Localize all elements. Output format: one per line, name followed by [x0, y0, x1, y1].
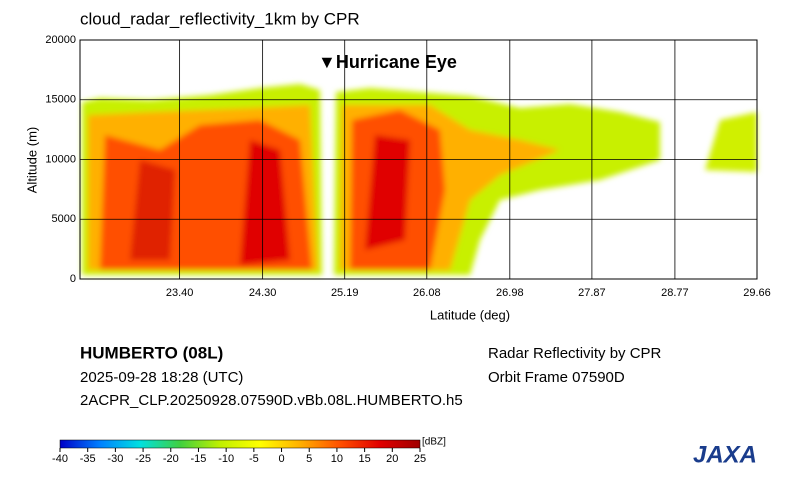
orbit: Orbit Frame 07590D — [488, 369, 625, 386]
colorbar-tick-label: 15 — [358, 453, 370, 465]
colorbar-label: [dBZ] — [422, 437, 446, 448]
product: Radar Reflectivity by CPR — [488, 345, 662, 362]
colorbar-tick-label: 0 — [278, 453, 284, 465]
storm-name: HUMBERTO (08L) — [80, 343, 223, 362]
colorbar-tick-label: -25 — [135, 453, 151, 465]
colorbar-tick-label: -5 — [249, 453, 259, 465]
colorbar-tick-label: -10 — [218, 453, 234, 465]
x-tick-label: 28.77 — [661, 287, 689, 299]
colorbar-tick-label: -15 — [191, 453, 207, 465]
logo: JAXA — [693, 441, 757, 468]
chart-title: cloud_radar_reflectivity_1km by CPR — [80, 9, 360, 28]
colorbar-tick-label: -30 — [107, 453, 123, 465]
x-axis-label: Latitude (deg) — [430, 307, 510, 322]
file-name: 2ACPR_CLP.20250928.07590D.vBb.08L.HUMBER… — [80, 392, 463, 409]
x-tick-label: 26.98 — [496, 287, 524, 299]
colorbar-tick-label: -35 — [80, 453, 96, 465]
x-tick-label: 25.19 — [331, 287, 359, 299]
time: 2025-09-28 18:28 (UTC) — [80, 369, 243, 386]
colorbar-tick-label: 5 — [306, 453, 312, 465]
colorbar-tick-label: 10 — [331, 453, 343, 465]
y-tick-label: 15000 — [45, 94, 76, 106]
y-tick-label: 10000 — [45, 153, 76, 165]
x-tick-label: 29.66 — [743, 287, 771, 299]
reflectivity-field — [82, 84, 757, 275]
x-tick-label: 24.30 — [249, 287, 277, 299]
colorbar-tick-label: -40 — [52, 453, 68, 465]
x-tick-label: 27.87 — [578, 287, 606, 299]
annotation: ▼Hurricane Eye — [318, 52, 457, 72]
y-tick-label: 0 — [70, 273, 76, 285]
colorbar-tick-label: 20 — [386, 453, 398, 465]
y-axis-label: Altitude (m) — [24, 127, 39, 193]
x-tick-label: 26.08 — [413, 287, 441, 299]
colorbar-tick-label: -20 — [163, 453, 179, 465]
colorbar-tick-label: 25 — [414, 453, 426, 465]
colorbar — [59, 439, 421, 449]
y-tick-label: 5000 — [52, 213, 76, 225]
x-tick-label: 23.40 — [166, 287, 194, 299]
y-tick-label: 20000 — [45, 34, 76, 46]
